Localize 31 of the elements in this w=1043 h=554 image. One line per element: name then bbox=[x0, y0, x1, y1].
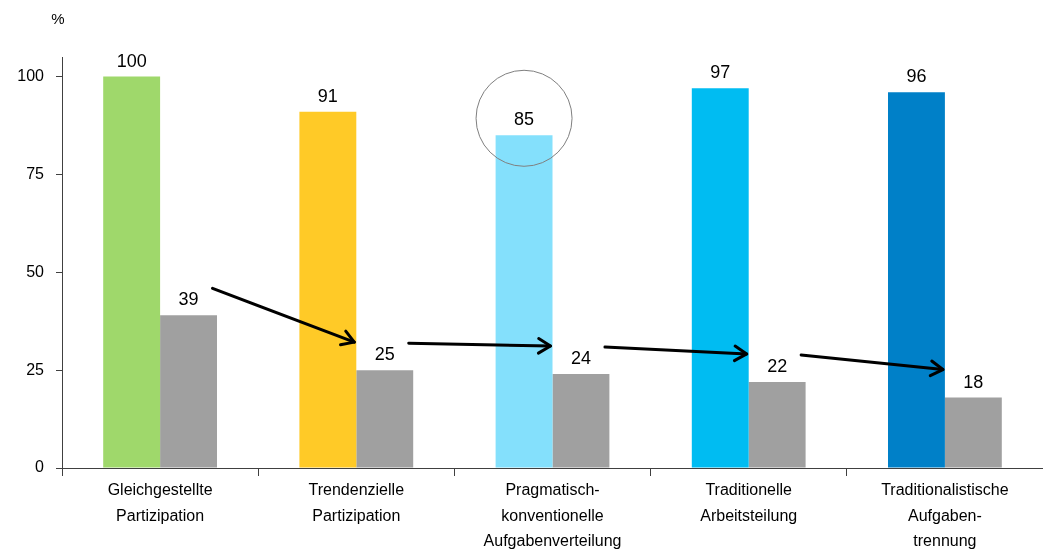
data-label: 91 bbox=[317, 85, 338, 106]
bar bbox=[356, 370, 414, 468]
data-label: 39 bbox=[178, 289, 199, 310]
data-label: 97 bbox=[710, 62, 731, 83]
y-tick-label: 0 bbox=[35, 458, 45, 476]
bar bbox=[888, 92, 945, 468]
bar bbox=[748, 381, 806, 468]
x-tick-label: Traditionalistische Aufgaben- trennung bbox=[881, 481, 1009, 550]
x-tick-label: Traditionelle Arbeitsteilung bbox=[700, 481, 798, 524]
bar bbox=[552, 374, 610, 468]
bar bbox=[495, 135, 553, 468]
bar bbox=[299, 111, 357, 468]
x-tick-label: Gleichgestellte Partizipation bbox=[107, 481, 213, 524]
data-label: 100 bbox=[116, 50, 147, 71]
y-tick-label: 75 bbox=[26, 164, 45, 182]
bar bbox=[103, 76, 161, 468]
data-label: 18 bbox=[963, 371, 984, 392]
bar bbox=[691, 88, 749, 468]
x-tick-label: Trendenzielle Partizipation bbox=[308, 481, 405, 524]
y-tick-label: 50 bbox=[26, 262, 45, 280]
data-label: 24 bbox=[570, 348, 591, 369]
data-label: 22 bbox=[767, 355, 788, 376]
bar bbox=[944, 397, 1002, 468]
data-label: 96 bbox=[906, 66, 927, 87]
data-label: 25 bbox=[374, 344, 395, 365]
y-axis-title: % bbox=[51, 10, 65, 27]
data-label: 85 bbox=[514, 109, 535, 130]
bar bbox=[160, 315, 217, 468]
y-tick-label: 100 bbox=[17, 66, 45, 84]
x-tick-label: Pragmatisch- konventionelle Aufgabenverteilung bbox=[483, 481, 622, 550]
y-tick-label: 25 bbox=[26, 360, 45, 378]
